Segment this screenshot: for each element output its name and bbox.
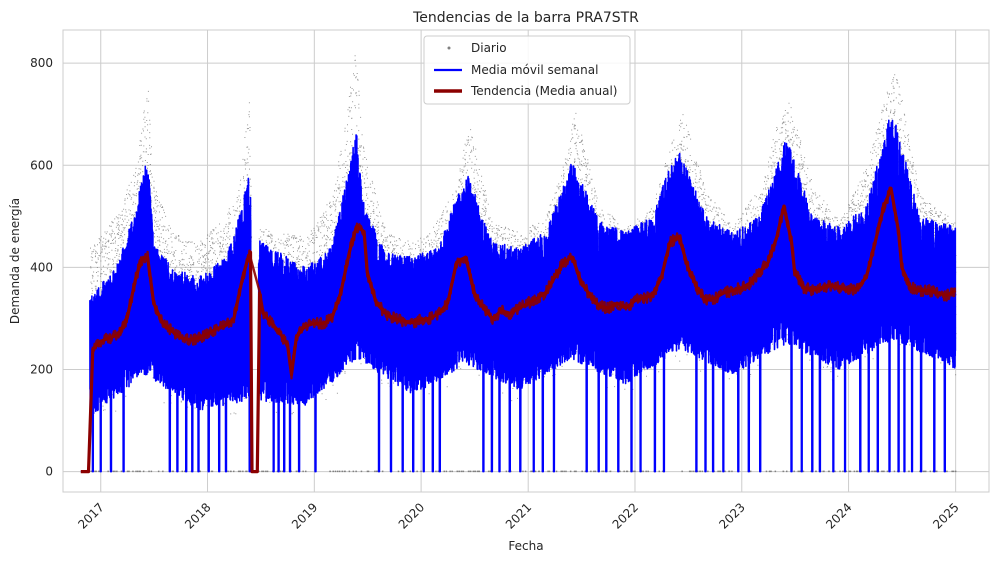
trend-line-detail	[91, 186, 956, 380]
y-axis-label: Demanda de energía	[8, 198, 22, 324]
legend-label-trend: Tendencia (Media anual)	[470, 84, 617, 98]
legend-label-weekly: Media móvil semanal	[471, 63, 598, 77]
weekly-line	[89, 119, 957, 473]
y-tick-label: 600	[30, 158, 53, 172]
y-tick-label: 800	[30, 56, 53, 70]
legend-box	[423, 35, 631, 105]
y-tick-label: 0	[45, 465, 53, 479]
chart-title: Tendencias de la barra PRA7STR	[412, 10, 639, 26]
y-tick-label: 400	[30, 260, 53, 274]
x-axis-label: Fecha	[508, 539, 543, 553]
legend-marker-daily	[447, 46, 451, 50]
daily-zero-points	[90, 470, 957, 473]
plot-frame	[62, 29, 990, 493]
y-axis-ticks: 0 200 400 600 800	[30, 56, 53, 478]
daily-scatter-series	[90, 55, 957, 473]
legend: Diario Media móvil semanal Tendencia (Me…	[423, 35, 631, 105]
y-tick-label: 200	[30, 362, 53, 376]
plot-area	[80, 55, 957, 474]
legend-label-daily: Diario	[471, 41, 507, 55]
annual-trend-series	[80, 186, 957, 474]
